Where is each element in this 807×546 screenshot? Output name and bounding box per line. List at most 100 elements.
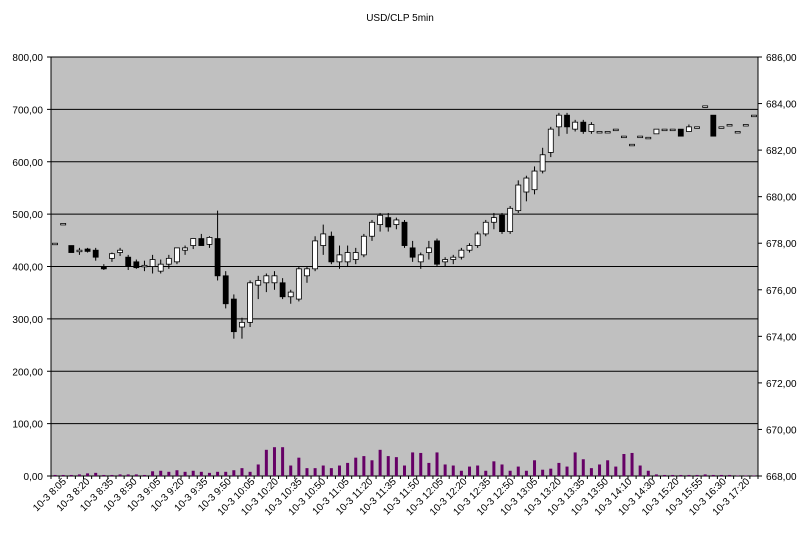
volume-bar [736,475,740,476]
volume-bar [508,470,512,476]
volume-bar [557,462,561,476]
candle-body [515,184,522,212]
candle-body [637,135,644,139]
right-tick-label: 684,00 [766,100,797,111]
candle-body [92,249,99,258]
volume-bar [630,452,634,476]
volume-bar [337,465,341,476]
volume-bar [565,466,569,476]
candle-body [629,143,635,147]
candle-body [287,291,294,298]
candle-body [466,245,473,251]
volume-bar [175,470,179,476]
candle-body [604,131,611,134]
volume-bar [719,474,723,476]
volume-bar [663,474,667,476]
volume-bar [321,465,325,476]
candle-body [344,252,351,263]
candle-body [702,105,709,108]
candlesticks [52,105,757,339]
volume-bar [248,471,252,476]
left-tick-label: 800,00 [12,53,43,64]
volume-bar [159,470,163,476]
candle-body [458,249,465,258]
candle-body [182,247,188,251]
candle-body [369,221,375,237]
volume-bar [622,454,626,476]
candle-body [718,126,725,129]
volume-bar [151,471,155,476]
volume-bar [451,465,455,476]
right-tick-label: 682,00 [766,146,797,157]
volume-bar [394,457,398,476]
candle-body [661,128,668,132]
volume-bar [533,460,537,476]
candle-body [710,114,717,137]
right-tick-label: 680,00 [766,193,797,204]
candle-body [547,128,554,153]
candle-body [653,128,660,135]
volume-bar [411,452,415,476]
left-tick-label: 100,00 [12,420,43,431]
candle-body [76,249,83,253]
left-tick-label: 500,00 [12,210,43,221]
volume-bar [216,471,220,476]
candle-body [320,233,327,246]
candle-body [694,126,700,129]
volume-bar [167,471,171,476]
right-tick-label: 678,00 [766,239,797,250]
candle-body [434,240,440,265]
volume-bar [573,452,577,476]
volume-bar [711,474,715,476]
candle-body [677,128,684,137]
volume-bar [541,469,545,476]
volume-bar [695,474,699,476]
volume-bars [53,447,756,476]
candle-body [133,261,140,269]
volume-bar [256,464,260,476]
volume-bar [134,474,138,476]
volume-bar [207,472,211,476]
volume-bar [126,474,130,476]
candle-body [165,257,172,265]
volume-bar [86,473,90,476]
candle-body [645,136,652,140]
volume-bar [362,456,366,476]
candle-body [360,235,367,256]
volume-bar [687,474,691,476]
candle-body [612,128,619,132]
volume-bar [654,474,658,476]
volume-bar [638,465,642,476]
left-tick-label: 0,00 [24,472,44,483]
candle-body [556,114,562,128]
candle-body [499,214,505,232]
volume-bar [646,470,650,476]
candle-body [734,131,741,134]
volume-bar [232,470,236,476]
gridlines [51,108,758,425]
right-tick-label: 676,00 [766,286,797,297]
volume-bar [752,475,756,476]
candle-body [385,217,392,228]
volume-bar [403,465,406,476]
volume-bar [524,470,528,476]
volume-bar [386,456,390,476]
volume-bar [329,468,333,476]
volume-bar [476,465,480,476]
candle-body [531,170,538,191]
left-tick-label: 300,00 [12,315,43,326]
candle-body [580,121,587,132]
volume-bar [224,471,228,476]
candle-body [68,245,75,253]
volume-bar [61,474,65,476]
candle-body [377,214,384,226]
volume-bar [492,461,496,476]
candle-body [149,259,156,267]
volume-bar [614,466,618,476]
right-tick-label: 674,00 [766,332,797,343]
left-tick-label: 400,00 [12,263,43,274]
candle-body [596,131,603,134]
left-tick-label: 700,00 [12,105,43,116]
